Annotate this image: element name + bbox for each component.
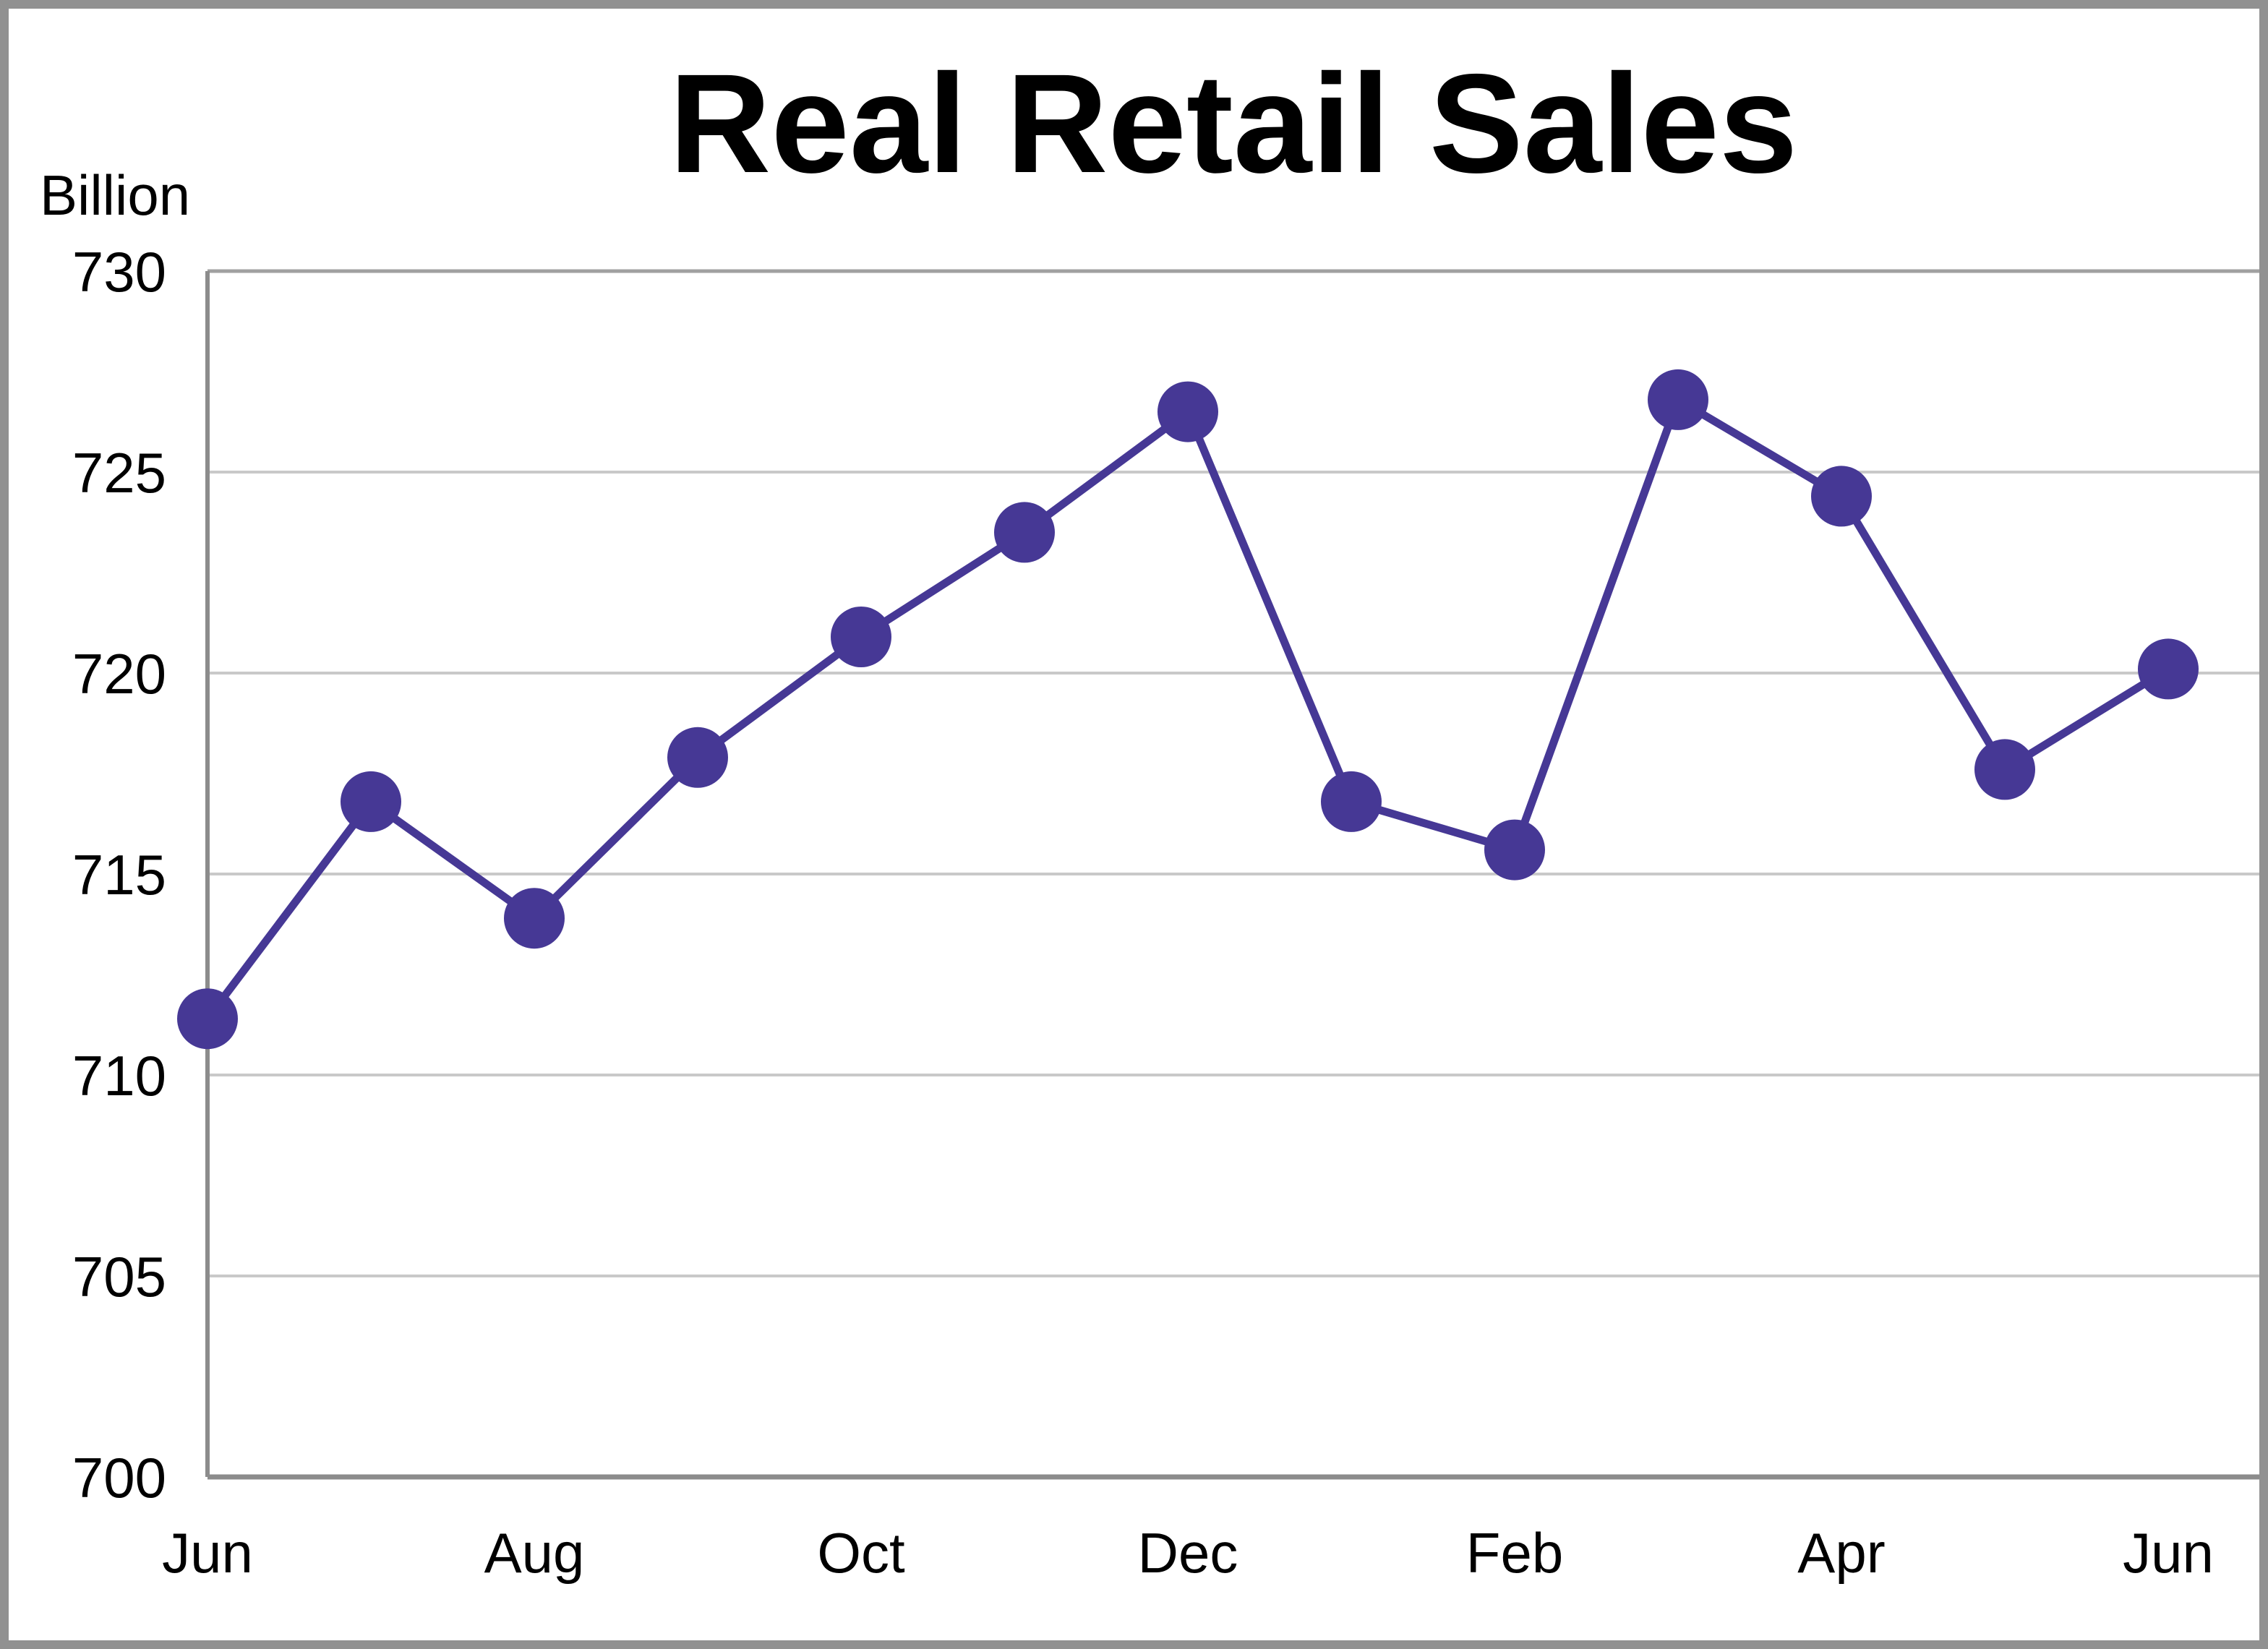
y-tick-label: 720 (72, 642, 166, 706)
y-tick-label: 700 (72, 1446, 166, 1509)
data-point-marker (1157, 381, 1218, 442)
data-point-marker (2138, 638, 2199, 700)
y-tick-label: 710 (72, 1044, 166, 1108)
data-point-marker (1321, 771, 1382, 832)
y-axis-unit-label: Billion (40, 163, 190, 227)
x-axis-tick-labels: Jun Aug Oct Dec Feb Apr Jun (162, 1521, 2214, 1585)
data-point-marker (994, 502, 1055, 563)
data-point-marker (1974, 739, 2035, 800)
chart-title: Real Retail Sales (669, 45, 1798, 202)
data-point-marker (667, 727, 728, 788)
data-point-marker (177, 988, 238, 1050)
x-tick-label: Dec (1138, 1521, 1238, 1585)
data-point-marker (1648, 369, 1708, 430)
x-tick-label: Jun (2123, 1521, 2214, 1585)
y-axis-tick-labels: 700 705 710 715 720 725 730 (72, 240, 166, 1509)
data-point-marker (831, 607, 891, 667)
data-point-marker (341, 771, 401, 832)
x-tick-label: Jun (162, 1521, 253, 1585)
y-tick-label: 725 (72, 441, 166, 505)
data-point-marker (504, 888, 565, 949)
y-tick-label: 715 (72, 843, 166, 907)
x-tick-label: Apr (1797, 1521, 1885, 1585)
data-point-marker (1484, 819, 1545, 881)
y-tick-label: 730 (72, 240, 166, 304)
data-series (177, 369, 2199, 1050)
axes (205, 269, 2259, 1480)
gridlines (207, 471, 2259, 1277)
y-tick-label: 705 (72, 1245, 166, 1309)
x-tick-label: Feb (1466, 1521, 1563, 1585)
x-tick-label: Aug (484, 1521, 585, 1585)
data-point-marker (1811, 466, 1872, 527)
x-tick-label: Oct (817, 1521, 905, 1585)
